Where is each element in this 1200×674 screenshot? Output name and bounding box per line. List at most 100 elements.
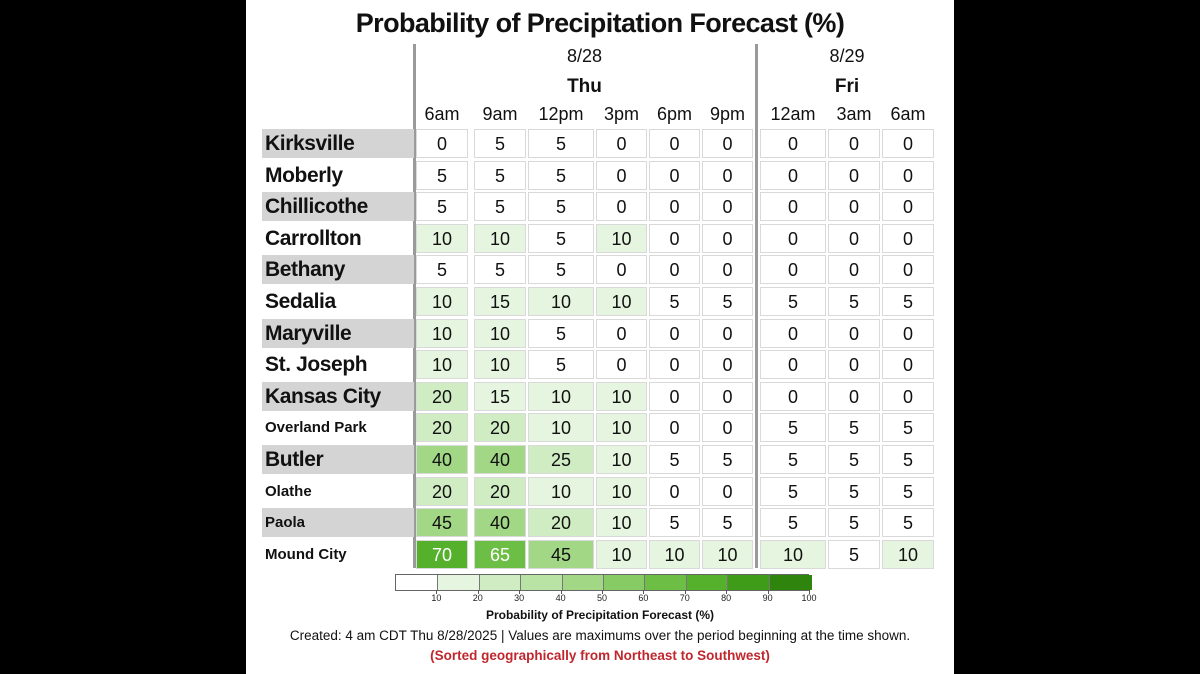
forecast-cell: 0	[702, 477, 753, 506]
legend-tick-label: 20	[472, 593, 483, 603]
forecast-cell: 5	[702, 287, 753, 316]
forecast-cell: 0	[596, 255, 647, 284]
forecast-cell: 0	[649, 255, 700, 284]
forecast-cell: 0	[702, 192, 753, 221]
forecast-cell: 10	[596, 382, 647, 411]
forecast-cell: 0	[702, 161, 753, 190]
forecast-cell: 0	[702, 319, 753, 348]
legend-tick-label: 80	[721, 593, 732, 603]
forecast-cell: 10	[596, 508, 647, 537]
forecast-cell: 20	[416, 413, 468, 442]
forecast-cell: 0	[828, 192, 880, 221]
forecast-cell: 0	[760, 129, 826, 158]
forecast-cell: 5	[702, 445, 753, 474]
city-label: Maryville	[262, 319, 414, 348]
legend-swatch	[768, 575, 812, 590]
legend-swatch	[437, 575, 481, 590]
forecast-cell: 0	[760, 382, 826, 411]
forecast-cell: 0	[596, 129, 647, 158]
forecast-cell: 0	[649, 477, 700, 506]
forecast-cell: 10	[702, 540, 753, 569]
forecast-cell: 5	[528, 161, 594, 190]
city-label: Carrollton	[265, 227, 362, 250]
forecast-cell: 10	[416, 319, 468, 348]
city-label: Bethany	[262, 255, 414, 284]
forecast-cell: 0	[828, 224, 880, 253]
time-column-header: 12pm	[538, 104, 584, 124]
city-label: Mound City	[265, 546, 347, 563]
forecast-cell: 0	[828, 350, 880, 379]
forecast-cell: 5	[416, 255, 468, 284]
forecast-cell: 10	[649, 540, 700, 569]
forecast-cell: 10	[528, 382, 594, 411]
day-label: Fri	[834, 76, 860, 97]
forecast-cell: 40	[474, 508, 526, 537]
forecast-cell: 5	[474, 129, 526, 158]
day-label: Thu	[567, 76, 602, 97]
legend-tick-label: 70	[679, 593, 690, 603]
forecast-cell: 45	[416, 508, 468, 537]
legend-tick-label: 30	[514, 593, 525, 603]
forecast-cell: 40	[474, 445, 526, 474]
forecast-cell: 0	[882, 129, 934, 158]
legend-swatch	[727, 575, 771, 590]
forecast-cell: 70	[416, 540, 468, 569]
forecast-cell: 5	[528, 350, 594, 379]
forecast-cell: 0	[760, 319, 826, 348]
forecast-cell: 25	[528, 445, 594, 474]
forecast-cell: 5	[474, 161, 526, 190]
forecast-cell: 5	[528, 192, 594, 221]
forecast-cell: 5	[760, 445, 826, 474]
forecast-cell: 0	[702, 129, 753, 158]
forecast-cell: 0	[882, 255, 934, 284]
forecast-cell: 5	[828, 413, 880, 442]
forecast-cell: 5	[528, 319, 594, 348]
forecast-cell: 5	[649, 445, 700, 474]
forecast-cell: 5	[528, 255, 594, 284]
legend-swatch	[603, 575, 646, 590]
forecast-cell: 0	[702, 350, 753, 379]
forecast-cell: 0	[882, 319, 934, 348]
day-separator	[413, 44, 416, 568]
forecast-cell: 0	[760, 255, 826, 284]
forecast-cell: 0	[649, 350, 700, 379]
forecast-cell: 20	[474, 413, 526, 442]
legend-tick-mark	[602, 590, 603, 594]
forecast-cell: 10	[474, 350, 526, 379]
time-column-header: 3am	[836, 104, 872, 124]
forecast-cell: 0	[828, 161, 880, 190]
forecast-cell: 10	[760, 540, 826, 569]
forecast-cell: 10	[416, 350, 468, 379]
forecast-cell: 0	[596, 161, 647, 190]
forecast-cell: 0	[702, 382, 753, 411]
forecast-cell: 5	[828, 508, 880, 537]
day-separator	[755, 44, 758, 568]
forecast-cell: 5	[416, 161, 468, 190]
legend-swatch	[396, 575, 438, 590]
forecast-cell: 0	[882, 224, 934, 253]
legend-swatch	[644, 575, 688, 590]
forecast-cell: 0	[596, 350, 647, 379]
time-column-header: 6pm	[656, 104, 692, 124]
forecast-cell: 15	[474, 287, 526, 316]
forecast-cell: 65	[474, 540, 526, 569]
forecast-cell: 5	[649, 508, 700, 537]
forecast-cell: 10	[596, 224, 647, 253]
forecast-cell: 0	[828, 382, 880, 411]
footer-text: Created: 4 am CDT Thu 8/28/2025 | Values…	[289, 628, 911, 643]
forecast-cell: 0	[882, 350, 934, 379]
forecast-cell: 0	[760, 161, 826, 190]
forecast-cell: 10	[528, 477, 594, 506]
legend-tick-mark	[477, 590, 479, 594]
time-column-header: 6am	[424, 104, 460, 124]
forecast-cell: 15	[474, 382, 526, 411]
forecast-cell: 20	[528, 508, 594, 537]
legend-tick-label: 90	[762, 593, 773, 603]
forecast-cell: 5	[760, 477, 826, 506]
forecast-cell: 5	[416, 192, 468, 221]
legend-swatch	[520, 575, 564, 590]
forecast-cell: 10	[596, 540, 647, 569]
forecast-cell: 10	[596, 413, 647, 442]
legend-tick-mark	[767, 590, 769, 594]
forecast-cell: 0	[649, 319, 700, 348]
